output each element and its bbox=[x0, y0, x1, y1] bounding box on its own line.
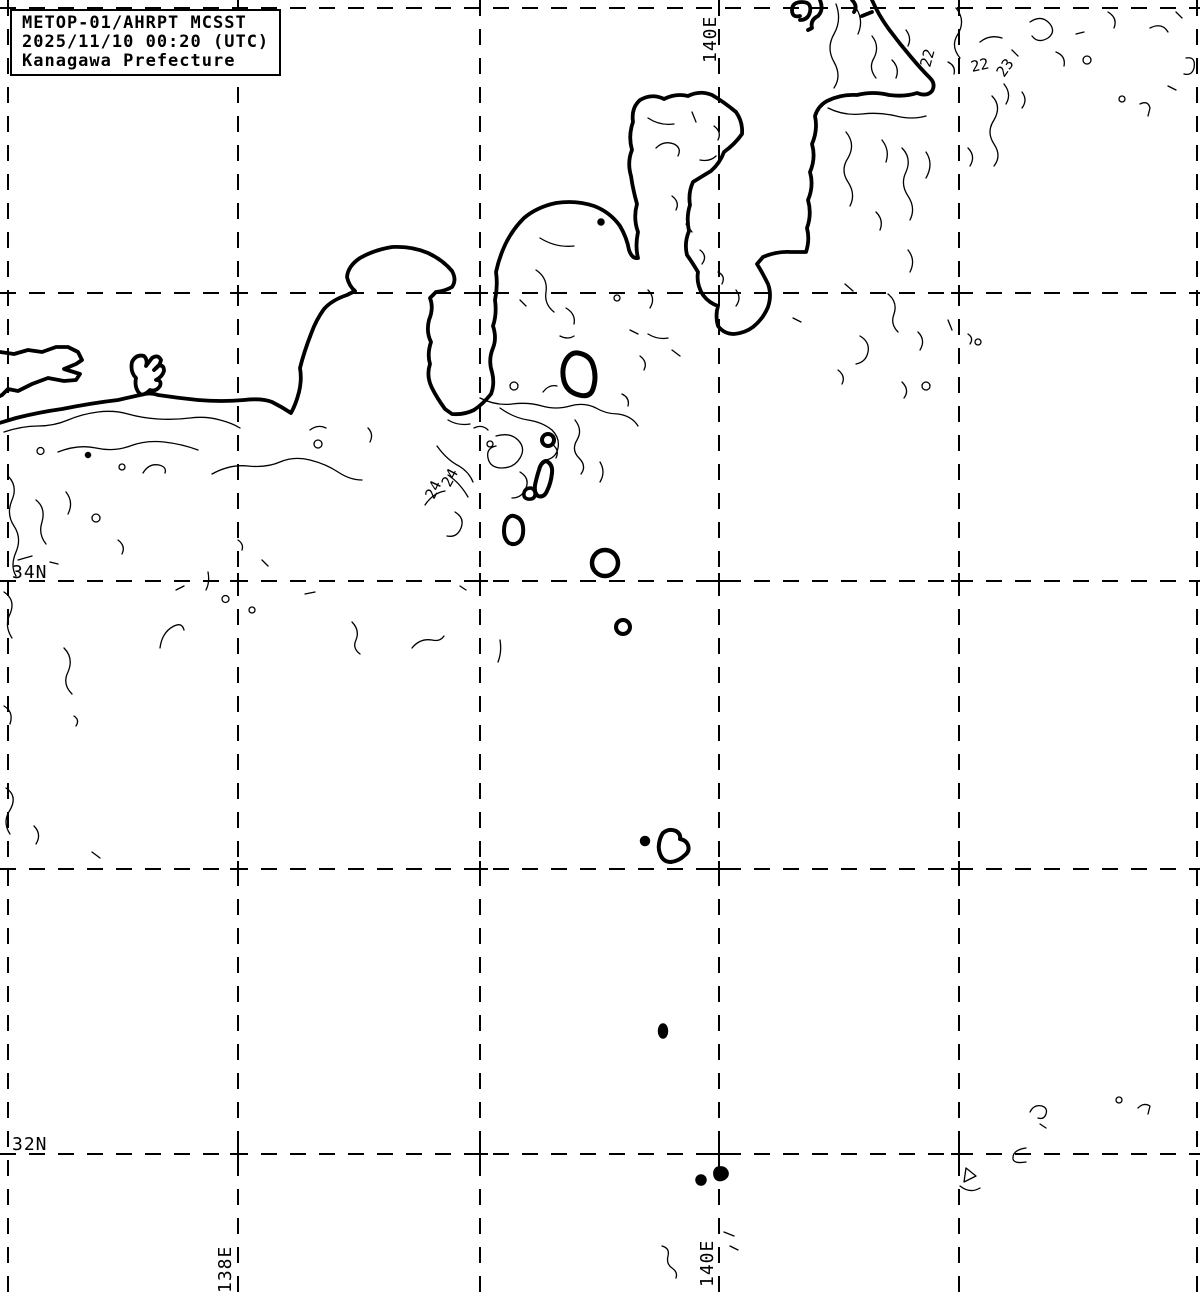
islet-south-east bbox=[713, 1166, 729, 1182]
coastline-west-peninsula bbox=[0, 345, 84, 399]
coast-fragment-spiral bbox=[790, 0, 813, 22]
contour-label-22: 22 bbox=[969, 55, 990, 76]
label-140e-top: 140E bbox=[700, 16, 721, 63]
label-34n: 34N bbox=[12, 562, 48, 583]
island-aogashima bbox=[657, 1023, 669, 1039]
izu-islands bbox=[84, 218, 729, 1186]
contour-label-23: 23 bbox=[993, 55, 1018, 80]
label-32n: 32N bbox=[12, 1134, 48, 1155]
coast-fragment-a bbox=[806, 0, 824, 32]
island-mikurajima bbox=[614, 618, 632, 636]
sst-contours-far-south bbox=[661, 1096, 1151, 1279]
coastline-top-fragments bbox=[790, 0, 874, 32]
title-region-line: Kanagawa Prefecture bbox=[22, 51, 236, 71]
island-toshima bbox=[540, 432, 556, 448]
title-box: METOP-01/AHRPT MCSST 2025/11/10 00:20 (U… bbox=[10, 9, 282, 76]
contour-label-22-vertical: 22 bbox=[916, 47, 938, 69]
sst-contours-boso bbox=[827, 3, 999, 399]
sst-contours-tokyo-bay bbox=[647, 111, 802, 323]
island-oshima bbox=[560, 350, 598, 399]
coastline-honshu-main bbox=[0, 0, 936, 425]
contour-dot-west bbox=[84, 451, 92, 459]
island-hachijo-kojima bbox=[639, 835, 651, 847]
coast-fragment-b bbox=[850, 0, 874, 18]
grid-intersection-ticks bbox=[230, 285, 967, 1162]
island-niijima bbox=[532, 459, 555, 499]
grid-labels: 140E 34N 32N 138E 140E bbox=[12, 16, 721, 1293]
title-product-line: METOP-01/AHRPT MCSST bbox=[22, 13, 247, 33]
contour-label-24-lower: 24 bbox=[421, 478, 445, 502]
label-138e-bottom: 138E bbox=[215, 1246, 236, 1293]
sst-contours-west bbox=[3, 410, 502, 859]
label-140e-bottom: 140E bbox=[697, 1240, 718, 1287]
island-kozushima bbox=[502, 513, 526, 547]
islet-south-west bbox=[695, 1174, 707, 1186]
title-datetime-line: 2025/11/10 00:20 (UTC) bbox=[22, 32, 270, 52]
coastline-lake-inlet bbox=[129, 353, 166, 397]
island-hachijojima bbox=[656, 827, 691, 864]
island-miyakejima bbox=[589, 547, 621, 579]
island-shikinejima bbox=[522, 486, 537, 501]
sst-contours-northeast bbox=[947, 7, 1195, 117]
islet-izu-dot bbox=[597, 218, 605, 226]
